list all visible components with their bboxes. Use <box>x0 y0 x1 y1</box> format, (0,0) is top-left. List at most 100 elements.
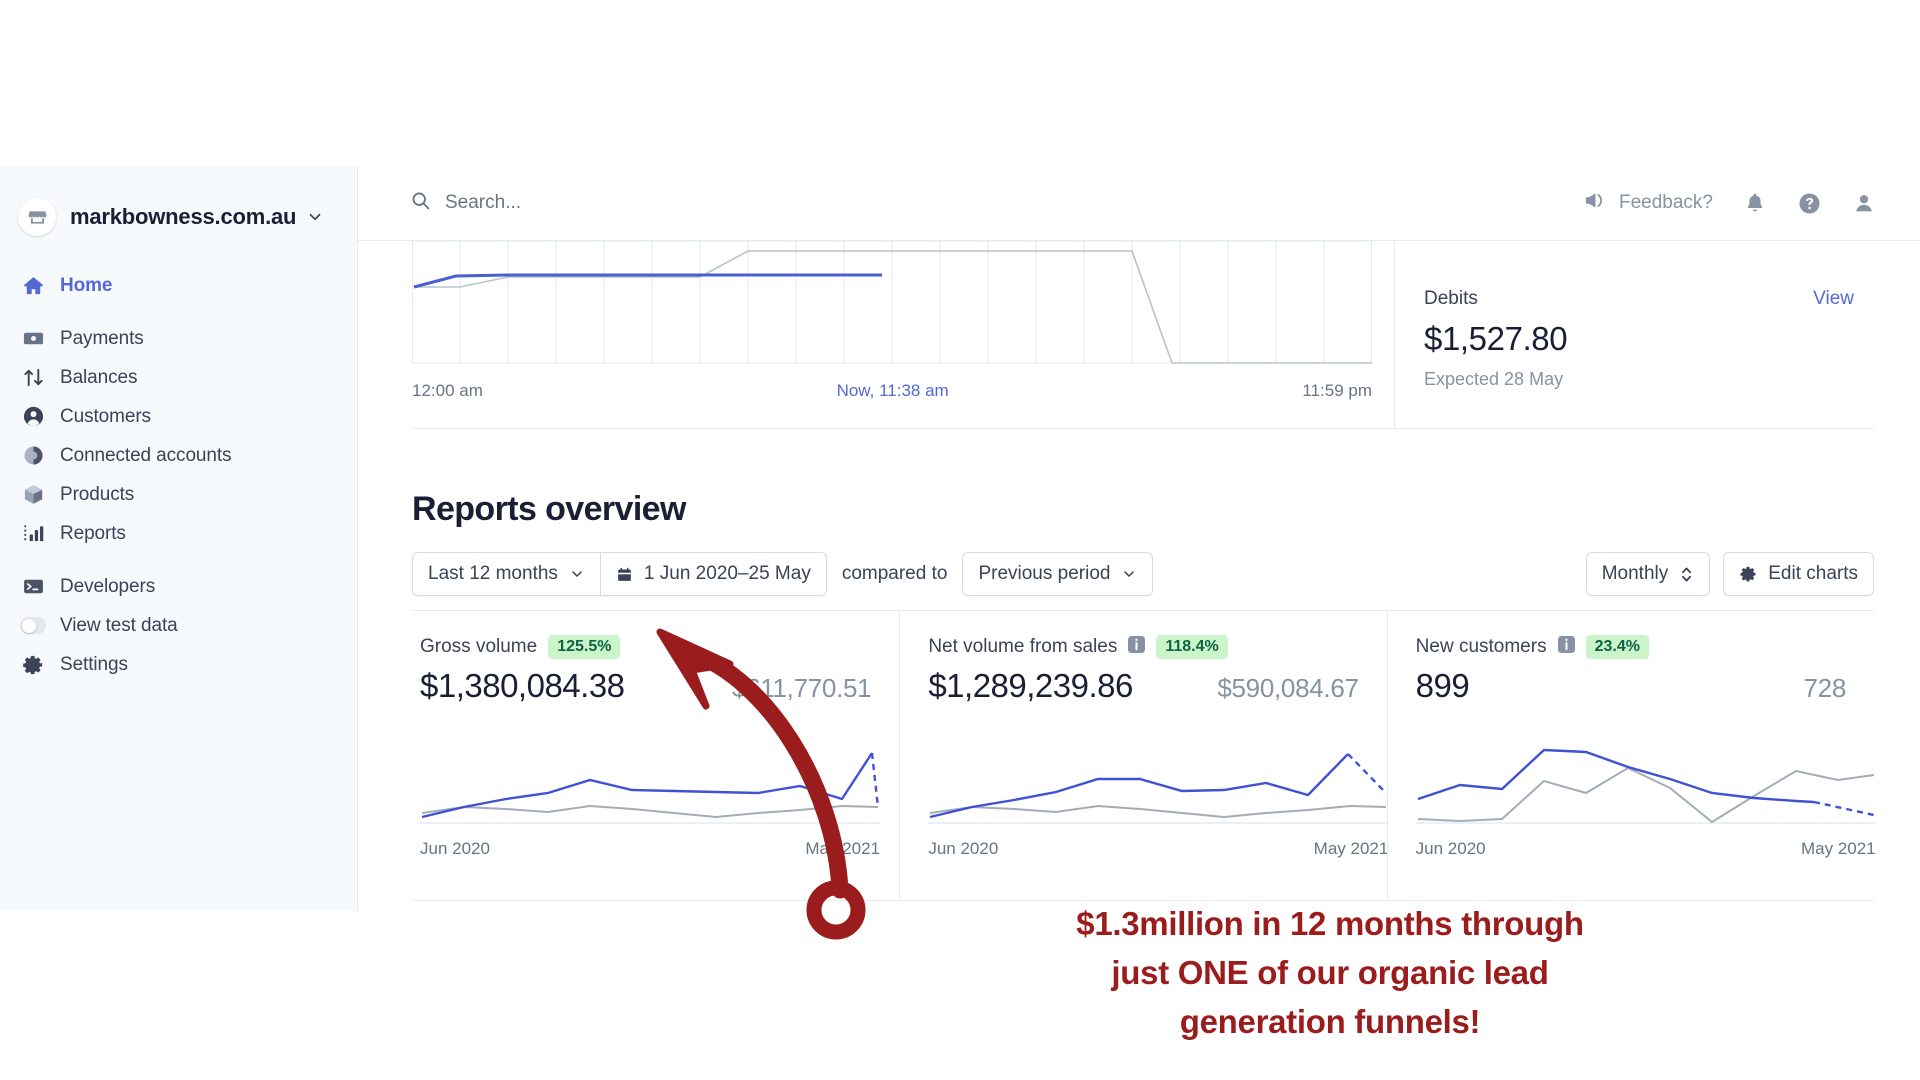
sparkline-new-customers <box>1415 723 1876 828</box>
calendar-icon <box>616 566 633 583</box>
today-end-label: 11:59 pm <box>1302 381 1372 400</box>
store-icon <box>18 198 56 236</box>
sparkline-svg <box>1415 748 1876 824</box>
status-badge: 125.5% <box>548 635 621 659</box>
sidebar-item-products[interactable]: Products <box>0 475 357 514</box>
home-icon <box>20 273 46 299</box>
topbar-actions: Feedback? <box>1584 189 1876 217</box>
sidebar-item-connected-accounts[interactable]: Connected accounts <box>0 436 357 475</box>
current-series <box>1417 748 1814 804</box>
date-range-select[interactable]: Last 12 months <box>412 552 600 596</box>
debits-expected: Expected 28 May <box>1424 369 1564 389</box>
sidebar-item-home[interactable]: Home <box>0 266 357 305</box>
today-start-label: 12:00 am <box>412 381 483 400</box>
date-range-label: Last 12 months <box>428 563 558 584</box>
current-series-forecast <box>870 752 880 808</box>
reports-icon <box>20 521 46 547</box>
sidebar-item-label: Balances <box>60 366 138 388</box>
metric-label: Net volume from sales <box>928 636 1118 657</box>
sidebar-item-view-test-data[interactable]: View test data <box>0 606 357 645</box>
nav-group-primary: Home <box>0 266 357 305</box>
chevron-down-icon[interactable] <box>306 208 324 226</box>
sidebar-item-balances[interactable]: Balances <box>0 358 357 397</box>
sparkline-net-volume <box>928 723 1389 828</box>
x-axis-end: May 2021 <box>805 839 880 858</box>
question-circle-icon[interactable] <box>1797 191 1822 216</box>
metric-compare-value: $590,084.67 <box>1217 673 1359 703</box>
sidebar-nav: Home Payments <box>0 266 357 684</box>
toggle-off-icon[interactable] <box>20 613 46 639</box>
chevron-up-down-icon <box>1679 565 1694 584</box>
connected-accounts-icon <box>20 443 46 469</box>
sidebar-item-label: View test data <box>60 614 178 636</box>
status-badge: 118.4% <box>1156 635 1228 659</box>
sidebar-item-settings[interactable]: Settings <box>0 645 357 684</box>
sidebar-item-label: Payments <box>60 327 144 349</box>
sidebar-item-label: Connected accounts <box>60 444 232 466</box>
debits-panel: Debits View $1,527.80 Expected 28 May <box>1424 288 1854 390</box>
nav-group-secondary: Developers View test data Set <box>0 567 357 684</box>
edit-charts-label: Edit charts <box>1768 563 1858 584</box>
metric-card-net-volume-from-sales: Net volume from sales 118.4% $1,289,239.… <box>899 611 1389 900</box>
edit-charts-button[interactable]: Edit charts <box>1723 552 1874 596</box>
metric-primary-value: $1,289,239.86 <box>928 667 1133 704</box>
sidebar-item-label: Home <box>60 274 113 296</box>
sparkline-svg <box>928 753 1389 824</box>
previous-series <box>421 804 879 819</box>
date-range-group: Last 12 months 1 Jun 2020–25 May <box>412 552 827 596</box>
balances-icon <box>20 365 46 391</box>
debits-amount: $1,527.80 <box>1424 320 1568 357</box>
page-title: Reports overview <box>412 490 686 528</box>
sparkline-axis-labels: Jun 2020 May 2021 <box>1416 839 1876 859</box>
bell-icon[interactable] <box>1743 191 1767 215</box>
search-input[interactable]: Search... <box>410 190 521 216</box>
sparkline-svg <box>420 752 880 824</box>
sidebar-item-payments[interactable]: Payments <box>0 319 357 358</box>
metric-card-gross-volume: Gross volume 125.5% $1,380,084.38 $611,7… <box>412 611 899 900</box>
account-name: markbowness.com.au <box>70 204 297 229</box>
metric-card-new-customers: New customers 23.4% 899 728 Jun 202 <box>1386 611 1876 900</box>
metric-compare-value: $611,770.51 <box>731 673 872 703</box>
metric-label: Gross volume <box>420 636 538 657</box>
date-range-picker[interactable]: 1 Jun 2020–25 May <box>599 552 827 596</box>
sidebar-item-label: Developers <box>60 575 156 597</box>
info-icon[interactable] <box>1557 636 1575 658</box>
account-switcher[interactable]: markbowness.com.au <box>0 166 357 244</box>
feedback-button[interactable]: Feedback? <box>1584 189 1713 217</box>
comparison-select[interactable]: Previous period <box>962 552 1154 596</box>
user-icon[interactable] <box>1852 191 1876 215</box>
previous-series <box>930 804 1387 819</box>
top-bar: Search... Feedback? <box>358 166 1920 241</box>
customers-icon <box>20 404 46 430</box>
debits-view-link[interactable]: View <box>1813 288 1854 309</box>
metric-cards: Gross volume 125.5% $1,380,084.38 $611,7… <box>412 610 1876 900</box>
reports-toolbar: Last 12 months 1 Jun 2020–25 May compare… <box>412 552 1874 596</box>
current-series <box>930 753 1350 819</box>
sidebar-item-reports[interactable]: Reports <box>0 514 357 553</box>
today-chart: 12:00 am Now, 11:38 am 11:59 pm <box>412 241 1372 426</box>
date-range-value: 1 Jun 2020–25 May <box>643 563 811 584</box>
sidebar-item-label: Settings <box>60 653 128 675</box>
metric-primary-value: 899 <box>1415 667 1470 704</box>
interval-select[interactable]: Monthly <box>1585 552 1711 596</box>
sidebar-item-customers[interactable]: Customers <box>0 397 357 436</box>
search-icon <box>410 190 431 216</box>
info-icon[interactable] <box>1128 636 1146 658</box>
annotation-line-2: just ONE of our organic lead <box>1111 953 1549 991</box>
megaphone-icon <box>1584 189 1607 217</box>
x-axis-start: Jun 2020 <box>928 839 999 858</box>
comparison-label: Previous period <box>978 563 1111 584</box>
sidebar: markbowness.com.au Home <box>0 166 358 911</box>
current-series-forecast <box>1813 800 1874 817</box>
chevron-down-icon <box>569 566 585 582</box>
search-placeholder: Search... <box>445 192 522 213</box>
today-now-label[interactable]: Now, 11:38 am <box>836 381 949 400</box>
products-icon <box>20 482 46 508</box>
status-badge: 23.4% <box>1585 635 1649 659</box>
compared-to-label: compared to <box>841 563 948 584</box>
nav-group-main: Payments Balances Customers <box>0 319 357 553</box>
sidebar-item-developers[interactable]: Developers <box>0 567 357 606</box>
metric-compare-value: 728 <box>1803 673 1847 703</box>
x-axis-end: May 2021 <box>1313 839 1389 858</box>
payments-icon <box>20 326 46 352</box>
